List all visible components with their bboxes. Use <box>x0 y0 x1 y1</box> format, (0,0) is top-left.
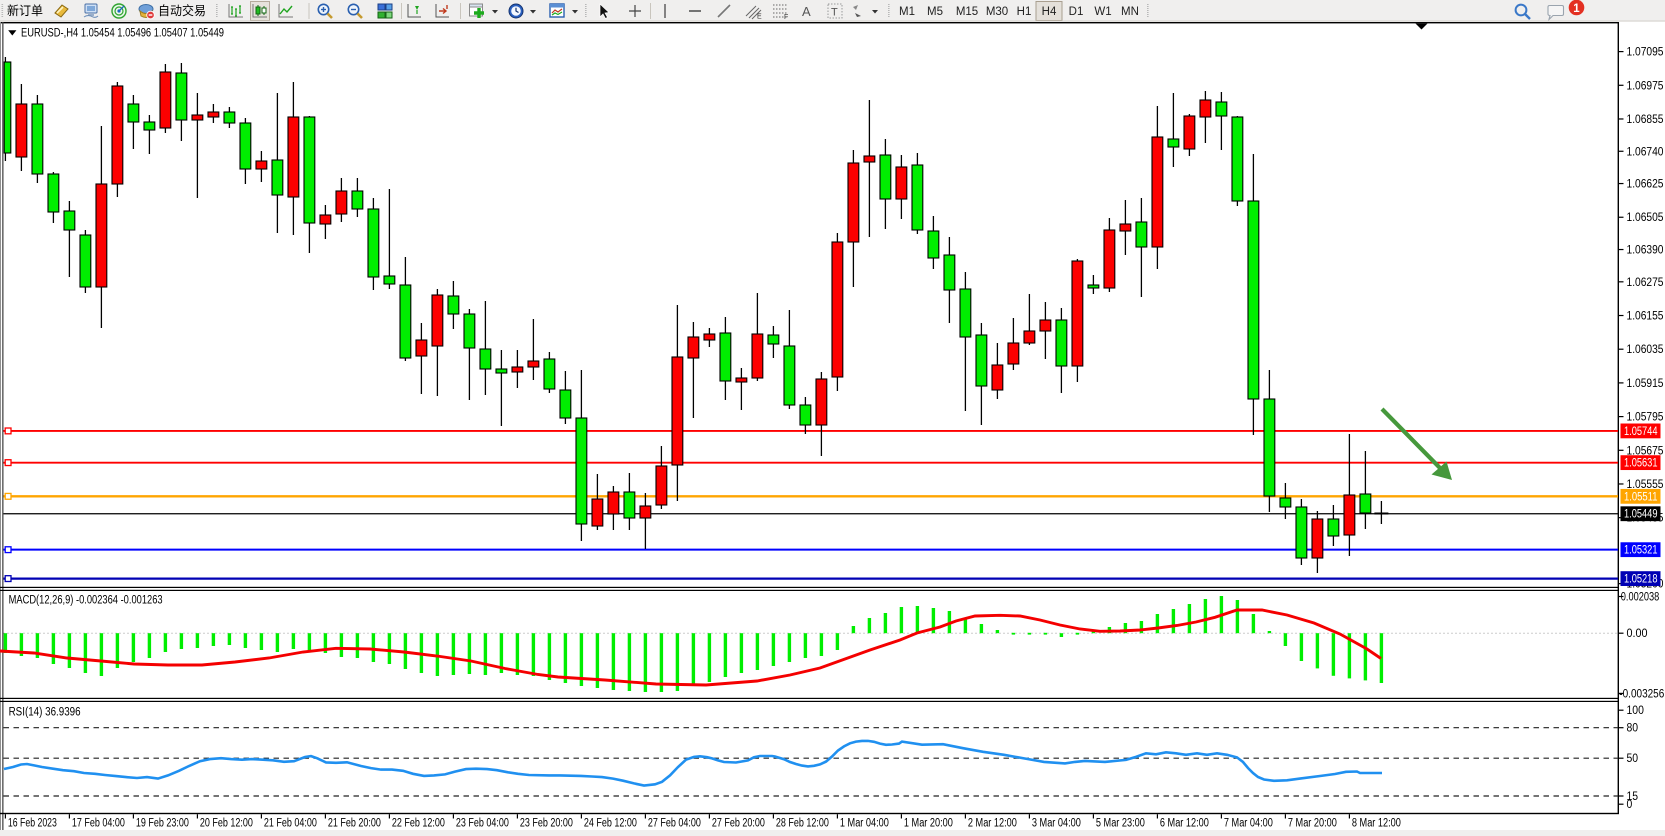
svg-text:1.06035: 1.06035 <box>1627 344 1664 356</box>
svg-text:0.00: 0.00 <box>1627 628 1648 640</box>
svg-text:1.05555: 1.05555 <box>1627 479 1664 491</box>
svg-text:E: E <box>757 14 762 21</box>
svg-text:M1: M1 <box>899 6 915 18</box>
svg-text:23 Feb 20:00: 23 Feb 20:00 <box>520 818 573 830</box>
svg-text:24 Feb 12:00: 24 Feb 12:00 <box>584 818 637 830</box>
svg-text:1.05449: 1.05449 <box>1624 509 1658 521</box>
svg-text:50: 50 <box>1627 753 1639 765</box>
svg-text:T: T <box>831 7 838 19</box>
svg-text:自动交易: 自动交易 <box>158 3 206 18</box>
svg-text:27 Feb 20:00: 27 Feb 20:00 <box>712 818 765 830</box>
svg-text:20 Feb 12:00: 20 Feb 12:00 <box>200 818 253 830</box>
svg-text:1.06625: 1.06625 <box>1627 179 1664 191</box>
svg-text:27 Feb 04:00: 27 Feb 04:00 <box>648 818 701 830</box>
svg-text:3 Mar 04:00: 3 Mar 04:00 <box>1032 818 1081 830</box>
svg-text:1.06505: 1.06505 <box>1627 212 1664 224</box>
svg-text:D1: D1 <box>1069 6 1084 18</box>
svg-text:1 Mar 20:00: 1 Mar 20:00 <box>904 818 953 830</box>
svg-text:EURUSD-,H4 1.05454 1.05496 1.: EURUSD-,H4 1.05454 1.05496 1.05407 1.054… <box>21 28 224 40</box>
svg-text:A: A <box>802 4 811 19</box>
svg-text:F: F <box>784 14 788 21</box>
svg-text:1.05915: 1.05915 <box>1627 378 1664 390</box>
svg-text:MN: MN <box>1121 6 1139 18</box>
svg-text:100: 100 <box>1627 705 1644 717</box>
svg-text:1.05631: 1.05631 <box>1624 458 1658 470</box>
svg-text:M30: M30 <box>986 6 1008 18</box>
svg-text:23 Feb 04:00: 23 Feb 04:00 <box>456 818 509 830</box>
svg-text:8 Mar 12:00: 8 Mar 12:00 <box>1352 818 1401 830</box>
svg-text:1.05511: 1.05511 <box>1624 491 1658 503</box>
svg-text:16 Feb 2023: 16 Feb 2023 <box>8 818 57 830</box>
svg-text:80: 80 <box>1627 723 1639 735</box>
svg-text:1.07095: 1.07095 <box>1627 47 1664 59</box>
svg-text:1.05218: 1.05218 <box>1624 574 1658 586</box>
svg-text:1.05675: 1.05675 <box>1627 445 1664 457</box>
svg-text:-0.003256: -0.003256 <box>1619 688 1664 700</box>
svg-text:1.06275: 1.06275 <box>1627 277 1664 289</box>
svg-text:17 Feb 04:00: 17 Feb 04:00 <box>72 818 125 830</box>
svg-text:2 Mar 12:00: 2 Mar 12:00 <box>968 818 1017 830</box>
svg-text:1.06855: 1.06855 <box>1627 114 1664 126</box>
svg-text:5 Mar 23:00: 5 Mar 23:00 <box>1096 818 1145 830</box>
svg-text:15: 15 <box>1627 791 1639 803</box>
svg-text:22 Feb 12:00: 22 Feb 12:00 <box>392 818 445 830</box>
svg-text:1.05744: 1.05744 <box>1624 426 1658 438</box>
svg-text:M15: M15 <box>956 6 978 18</box>
svg-text:1.05795: 1.05795 <box>1627 412 1664 424</box>
svg-text:7 Mar 20:00: 7 Mar 20:00 <box>1288 818 1337 830</box>
svg-text:0: 0 <box>1627 799 1633 811</box>
svg-text:1.06155: 1.06155 <box>1627 311 1664 323</box>
svg-text:1: 1 <box>1573 3 1580 15</box>
svg-text:H4: H4 <box>1042 6 1057 18</box>
svg-text:1.06740: 1.06740 <box>1627 146 1664 158</box>
svg-text:0.002038: 0.002038 <box>1621 592 1660 604</box>
svg-text:1.06975: 1.06975 <box>1627 80 1664 92</box>
svg-text:MACD(12,26,9) -0.002364 -0.001: MACD(12,26,9) -0.002364 -0.001263 <box>9 595 163 607</box>
svg-text:7 Mar 04:00: 7 Mar 04:00 <box>1224 818 1273 830</box>
svg-text:新订单: 新订单 <box>7 3 43 18</box>
svg-text:1.05321: 1.05321 <box>1624 545 1658 557</box>
svg-text:21 Feb 04:00: 21 Feb 04:00 <box>264 818 317 830</box>
svg-text:1 Mar 04:00: 1 Mar 04:00 <box>840 818 889 830</box>
svg-text:21 Feb 20:00: 21 Feb 20:00 <box>328 818 381 830</box>
svg-text:1.06390: 1.06390 <box>1627 245 1664 257</box>
svg-text:W1: W1 <box>1094 6 1111 18</box>
svg-text:19 Feb 23:00: 19 Feb 23:00 <box>136 818 189 830</box>
svg-text:RSI(14) 36.9396: RSI(14) 36.9396 <box>9 707 81 719</box>
svg-text:6 Mar 12:00: 6 Mar 12:00 <box>1160 818 1209 830</box>
svg-text:28 Feb 12:00: 28 Feb 12:00 <box>776 818 829 830</box>
svg-text:H1: H1 <box>1017 6 1032 18</box>
svg-text:M5: M5 <box>927 6 943 18</box>
